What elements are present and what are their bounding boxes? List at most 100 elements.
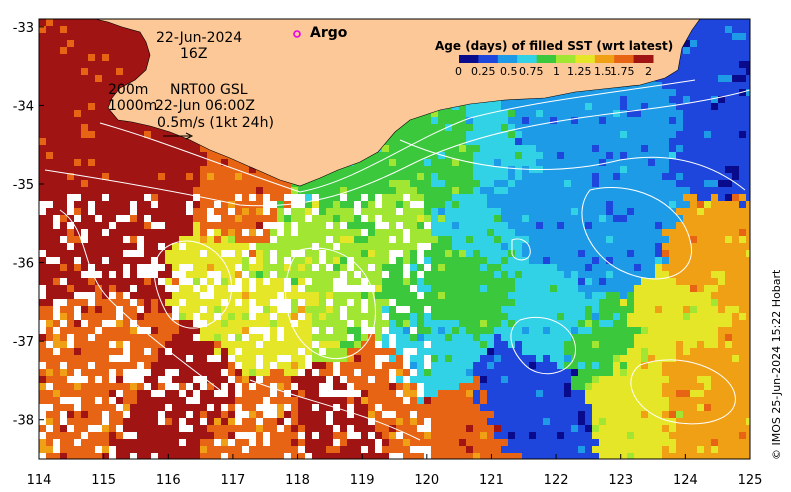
sst-age-cell (403, 327, 410, 334)
sst-age-cell (417, 264, 424, 271)
sst-age-cell (284, 215, 291, 222)
sst-age-cell (256, 292, 263, 299)
sst-age-cell (53, 355, 60, 362)
sst-age-cell (585, 250, 592, 257)
sst-age-cell (60, 271, 67, 278)
sst-age-cell (613, 145, 620, 152)
sst-age-cell (39, 271, 46, 278)
sst-age-cell (704, 26, 711, 33)
sst-age-cell (473, 117, 480, 124)
sst-age-cell (389, 348, 396, 355)
sst-age-cell (361, 215, 368, 222)
sst-age-cell (186, 348, 193, 355)
sst-age-cell (690, 96, 697, 103)
sst-age-cell (291, 292, 298, 299)
sst-age-cell (130, 320, 137, 327)
sst-age-cell (81, 320, 88, 327)
sst-age-cell (557, 306, 564, 313)
sst-age-cell (88, 229, 95, 236)
sst-age-cell (466, 173, 473, 180)
sst-age-cell (501, 355, 508, 362)
sst-age-cell (578, 278, 585, 285)
sst-age-cell (403, 348, 410, 355)
sst-age-cell (718, 257, 725, 264)
sst-age-cell (382, 313, 389, 320)
sst-age-cell (697, 187, 704, 194)
sst-age-cell (60, 166, 67, 173)
sst-age-cell (186, 341, 193, 348)
sst-age-cell (95, 54, 102, 61)
sst-age-cell (130, 47, 137, 54)
sst-age-cell (95, 82, 102, 89)
sst-age-cell (333, 215, 340, 222)
sst-age-cell (109, 250, 116, 257)
sst-age-cell (431, 131, 438, 138)
sst-age-cell (711, 341, 718, 348)
sst-age-cell (613, 96, 620, 103)
sst-age-cell (620, 236, 627, 243)
sst-age-cell (732, 173, 739, 180)
sst-age-cell (690, 250, 697, 257)
sst-age-cell (389, 229, 396, 236)
sst-age-cell (543, 138, 550, 145)
sst-age-cell (494, 341, 501, 348)
sst-age-cell (81, 299, 88, 306)
sst-age-cell (242, 264, 249, 271)
sst-age-cell (116, 299, 123, 306)
sst-age-cell (277, 299, 284, 306)
sst-age-cell (543, 306, 550, 313)
sst-age-cell (382, 334, 389, 341)
sst-age-cell (683, 187, 690, 194)
sst-age-cell (515, 166, 522, 173)
sst-age-cell (557, 124, 564, 131)
sst-age-cell (242, 278, 249, 285)
sst-age-cell (480, 166, 487, 173)
sst-age-cell (445, 131, 452, 138)
sst-age-cell (718, 117, 725, 124)
sst-age-cell (361, 208, 368, 215)
sst-age-cell (270, 292, 277, 299)
sst-age-cell (739, 166, 746, 173)
sst-age-cell (284, 355, 291, 362)
sst-age-cell (431, 152, 438, 159)
sst-age-cell (333, 250, 340, 257)
sst-age-cell (592, 285, 599, 292)
sst-age-cell (557, 278, 564, 285)
sst-age-cell (361, 327, 368, 334)
sst-age-cell (515, 327, 522, 334)
sst-age-cell (144, 355, 151, 362)
sst-age-cell (711, 61, 718, 68)
sst-age-cell (403, 320, 410, 327)
sst-age-cell (60, 61, 67, 68)
sst-age-cell (242, 299, 249, 306)
sst-age-cell (487, 159, 494, 166)
sst-age-cell (228, 299, 235, 306)
sst-age-cell (466, 145, 473, 152)
sst-age-cell (67, 166, 74, 173)
sst-age-cell (606, 152, 613, 159)
sst-age-cell (319, 341, 326, 348)
sst-age-cell (704, 250, 711, 257)
sst-age-cell (599, 355, 606, 362)
sst-age-cell (480, 257, 487, 264)
sst-age-cell (368, 194, 375, 201)
sst-age-cell (550, 278, 557, 285)
sst-age-cell (585, 292, 592, 299)
sst-age-cell (60, 89, 67, 96)
sst-age-cell (732, 68, 739, 75)
sst-age-cell (88, 306, 95, 313)
sst-age-cell (396, 138, 403, 145)
sst-age-cell (676, 75, 683, 82)
sst-age-cell (606, 243, 613, 250)
sst-age-cell (459, 180, 466, 187)
sst-age-cell (403, 264, 410, 271)
sst-age-cell (431, 229, 438, 236)
sst-age-cell (74, 222, 81, 229)
sst-age-cell (438, 271, 445, 278)
sst-age-cell (333, 299, 340, 306)
sst-age-cell (200, 250, 207, 257)
sst-age-cell (480, 110, 487, 117)
sst-age-cell (571, 124, 578, 131)
sst-age-cell (550, 96, 557, 103)
sst-age-cell (228, 313, 235, 320)
